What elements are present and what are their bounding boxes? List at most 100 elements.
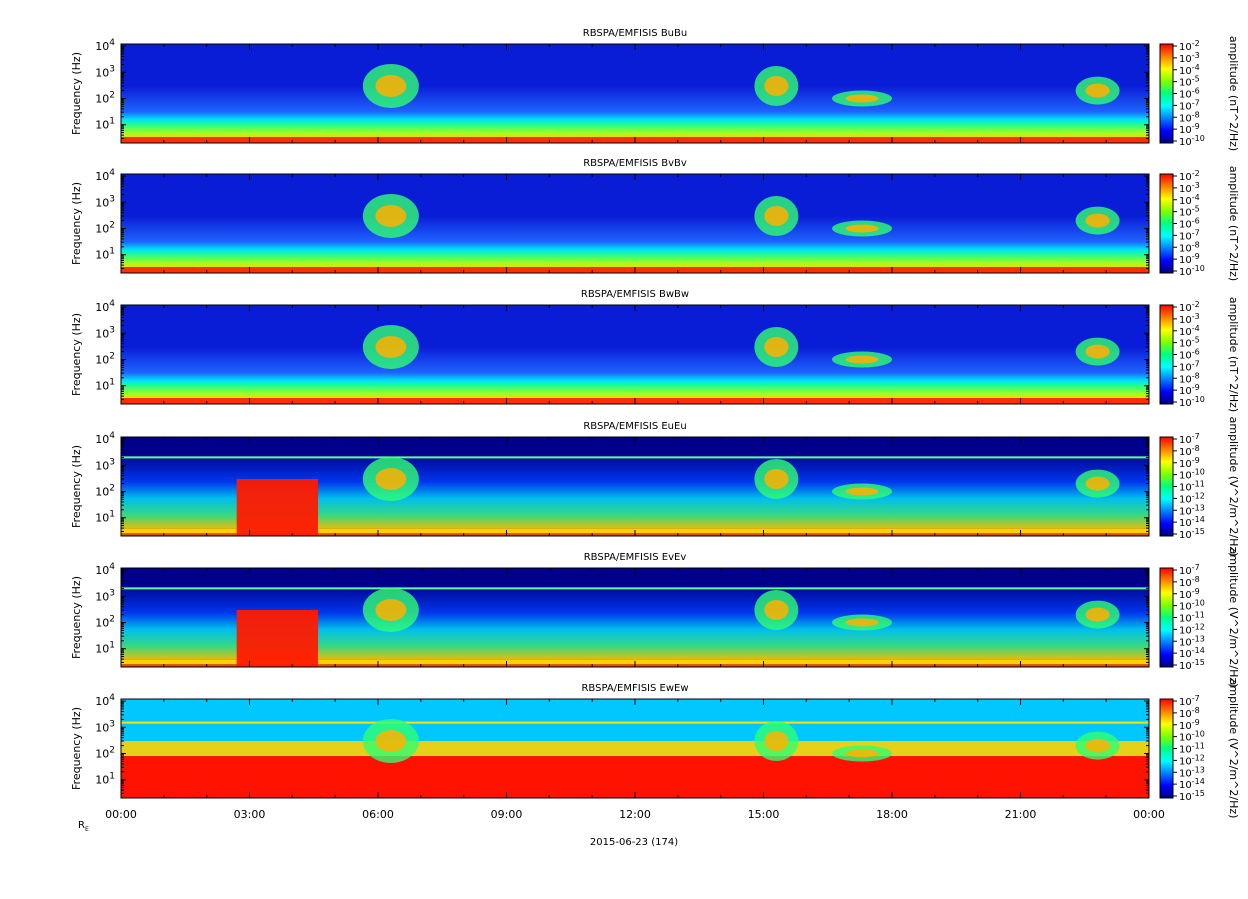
- y-tick-label: 101: [95, 117, 115, 132]
- colorbar: 10-210-310-410-510-610-710-810-910-10 amp…: [1159, 166, 1240, 281]
- colorbar-tick-label: 10-11: [1179, 742, 1205, 756]
- y-tick-label: 102: [95, 745, 115, 760]
- y-tick-label: 102: [95, 90, 115, 105]
- spectrogram-image: [121, 699, 1149, 798]
- y-tick-label: 104: [95, 693, 115, 708]
- colorbar-label: amplitude (V^2/m^2/Hz): [1227, 679, 1240, 819]
- panel-evev: RBSPA/EMFISIS EvEv 101 102 103 104 Frequency …: [70, 548, 1240, 688]
- y-tick-label: 103: [95, 194, 115, 209]
- spectrogram-image: [121, 174, 1149, 273]
- y-axis-label: Frequency (Hz): [70, 445, 83, 528]
- y-tick-label: 102: [95, 220, 115, 235]
- colorbar-tick-label: 10-5: [1179, 75, 1200, 89]
- x-tick-label: 12:00: [619, 808, 651, 821]
- colorbar-tick-label: 10-8: [1179, 706, 1200, 720]
- colorbar-tick-label: 10-5: [1179, 336, 1200, 350]
- colorbar-tick-label: 10-14: [1179, 646, 1205, 660]
- y-axis: 101 102 103 104 Frequency (Hz): [70, 431, 1149, 537]
- y-tick-label: 101: [95, 641, 115, 656]
- colorbar-tick-label: 10-11: [1179, 611, 1205, 625]
- colorbar-tick-label: 10-4: [1179, 193, 1200, 207]
- colorbar-tick-label: 10-12: [1179, 753, 1205, 767]
- y-tick-label: 103: [95, 64, 115, 79]
- panel-bvbv: RBSPA/EMFISIS BvBv 101 102 103 104 Frequency …: [70, 158, 1240, 281]
- colorbar-tick-label: 10-10: [1179, 395, 1205, 409]
- x-extra-label: R E: [78, 820, 89, 833]
- panel-title: RBSPA/EMFISIS EuEu: [583, 421, 686, 432]
- panel-ewew: RBSPA/EMFISIS EwEw 101 102 103 104 Frequency …: [70, 679, 1240, 819]
- colorbar-tick-label: 10-2: [1179, 39, 1200, 53]
- colorbar-tick-label: 10-10: [1179, 730, 1205, 744]
- y-axis-label: Frequency (Hz): [70, 576, 83, 659]
- panel-title: RBSPA/EMFISIS BuBu: [583, 28, 687, 39]
- colorbar-label: amplitude (V^2/m^2/Hz): [1227, 417, 1240, 557]
- panel-title: RBSPA/EMFISIS BwBw: [581, 289, 689, 300]
- colorbar-tick-label: 10-10: [1179, 599, 1205, 613]
- x-tick-label: 18:00: [876, 808, 908, 821]
- x-tick-label: 00:00: [1133, 808, 1165, 821]
- colorbar: 10-710-810-910-1010-1110-1210-1310-1410-…: [1159, 417, 1240, 557]
- colorbar-tick-label: 10-13: [1179, 503, 1205, 517]
- y-tick-label: 102: [95, 614, 115, 629]
- colorbar-tick-label: 10-7: [1179, 694, 1200, 708]
- colorbar-tick-label: 10-8: [1179, 371, 1200, 385]
- y-tick-label: 104: [95, 431, 115, 446]
- panel-bubu: RBSPA/EMFISIS BuBu 101 102 103 104 Frequency …: [70, 28, 1240, 151]
- y-tick-label: 102: [95, 351, 115, 366]
- y-tick-label: 104: [95, 562, 115, 577]
- y-tick-label: 101: [95, 247, 115, 262]
- colorbar: 10-210-310-410-510-610-710-810-910-10 amp…: [1159, 36, 1240, 151]
- x-axis-ticks: [120, 305, 1150, 404]
- y-axis: 101 102 103 104 Frequency (Hz): [70, 38, 1149, 144]
- colorbar-tick-label: 10-7: [1179, 359, 1200, 373]
- x-tick-label: 00:00: [105, 808, 137, 821]
- colorbar-tick-label: 10-4: [1179, 63, 1200, 77]
- spectrogram-image: [121, 437, 1149, 536]
- colorbar-tick-label: 10-8: [1179, 110, 1200, 124]
- colorbar-tick-label: 10-3: [1179, 181, 1200, 195]
- y-axis-label: Frequency (Hz): [70, 313, 83, 396]
- y-tick-label: 103: [95, 588, 115, 603]
- y-tick-label: 102: [95, 483, 115, 498]
- y-tick-label: 104: [95, 299, 115, 314]
- colorbar-tick-label: 10-13: [1179, 634, 1205, 648]
- y-tick-label: 104: [95, 168, 115, 183]
- x-axis-ticks: [120, 699, 1150, 798]
- colorbar-tick-label: 10-6: [1179, 217, 1200, 231]
- colorbar-tick-label: 10-7: [1179, 228, 1200, 242]
- colorbar-tick-label: 10-11: [1179, 480, 1205, 494]
- y-axis-label: Frequency (Hz): [70, 182, 83, 265]
- colorbar-tick-label: 10-10: [1179, 134, 1205, 148]
- panel-title: RBSPA/EMFISIS BvBv: [583, 158, 687, 169]
- y-axis: 101 102 103 104 Frequency (Hz): [70, 693, 1149, 799]
- colorbar-tick-label: 10-9: [1179, 252, 1200, 266]
- colorbar-tick-label: 10-10: [1179, 264, 1205, 278]
- colorbar-tick-label: 10-10: [1179, 468, 1205, 482]
- colorbar-tick-label: 10-6: [1179, 87, 1200, 101]
- colorbar-tick-label: 10-9: [1179, 122, 1200, 136]
- y-axis-label: Frequency (Hz): [70, 52, 83, 135]
- colorbar-tick-label: 10-3: [1179, 312, 1200, 326]
- colorbar-tick-label: 10-9: [1179, 587, 1200, 601]
- spectrogram-image: [121, 44, 1149, 143]
- colorbar-tick-label: 10-3: [1179, 51, 1200, 65]
- y-tick-label: 103: [95, 457, 115, 472]
- panel-bwbw: RBSPA/EMFISIS BwBw 101 102 103 104 Frequency …: [70, 289, 1240, 412]
- colorbar: 10-210-310-410-510-610-710-810-910-10 amp…: [1159, 297, 1240, 412]
- colorbar-label: amplitude (nT^2/Hz): [1227, 36, 1240, 151]
- svg-text:R: R: [78, 820, 85, 831]
- spectrogram-image: [121, 305, 1149, 404]
- colorbar-tick-label: 10-15: [1179, 789, 1205, 803]
- colorbar: 10-710-810-910-1010-1110-1210-1310-1410-…: [1159, 679, 1240, 819]
- colorbar-tick-label: 10-9: [1179, 383, 1200, 397]
- x-axis-ticks: [120, 437, 1150, 536]
- panel-eueu: RBSPA/EMFISIS EuEu 101 102 103 104 Frequency …: [70, 417, 1240, 557]
- colorbar-tick-label: 10-9: [1179, 718, 1200, 732]
- colorbar-tick-label: 10-12: [1179, 491, 1205, 505]
- colorbar: 10-710-810-910-1010-1110-1210-1310-1410-…: [1159, 548, 1240, 687]
- x-tick-label: 09:00: [491, 808, 523, 821]
- x-axis: 00:00 03:00 06:00 09:00 12:00 15:00 18:00 21:00…: [105, 808, 1165, 821]
- y-axis: 101 102 103 104 Frequency (Hz): [70, 299, 1149, 405]
- colorbar-tick-label: 10-8: [1179, 444, 1200, 458]
